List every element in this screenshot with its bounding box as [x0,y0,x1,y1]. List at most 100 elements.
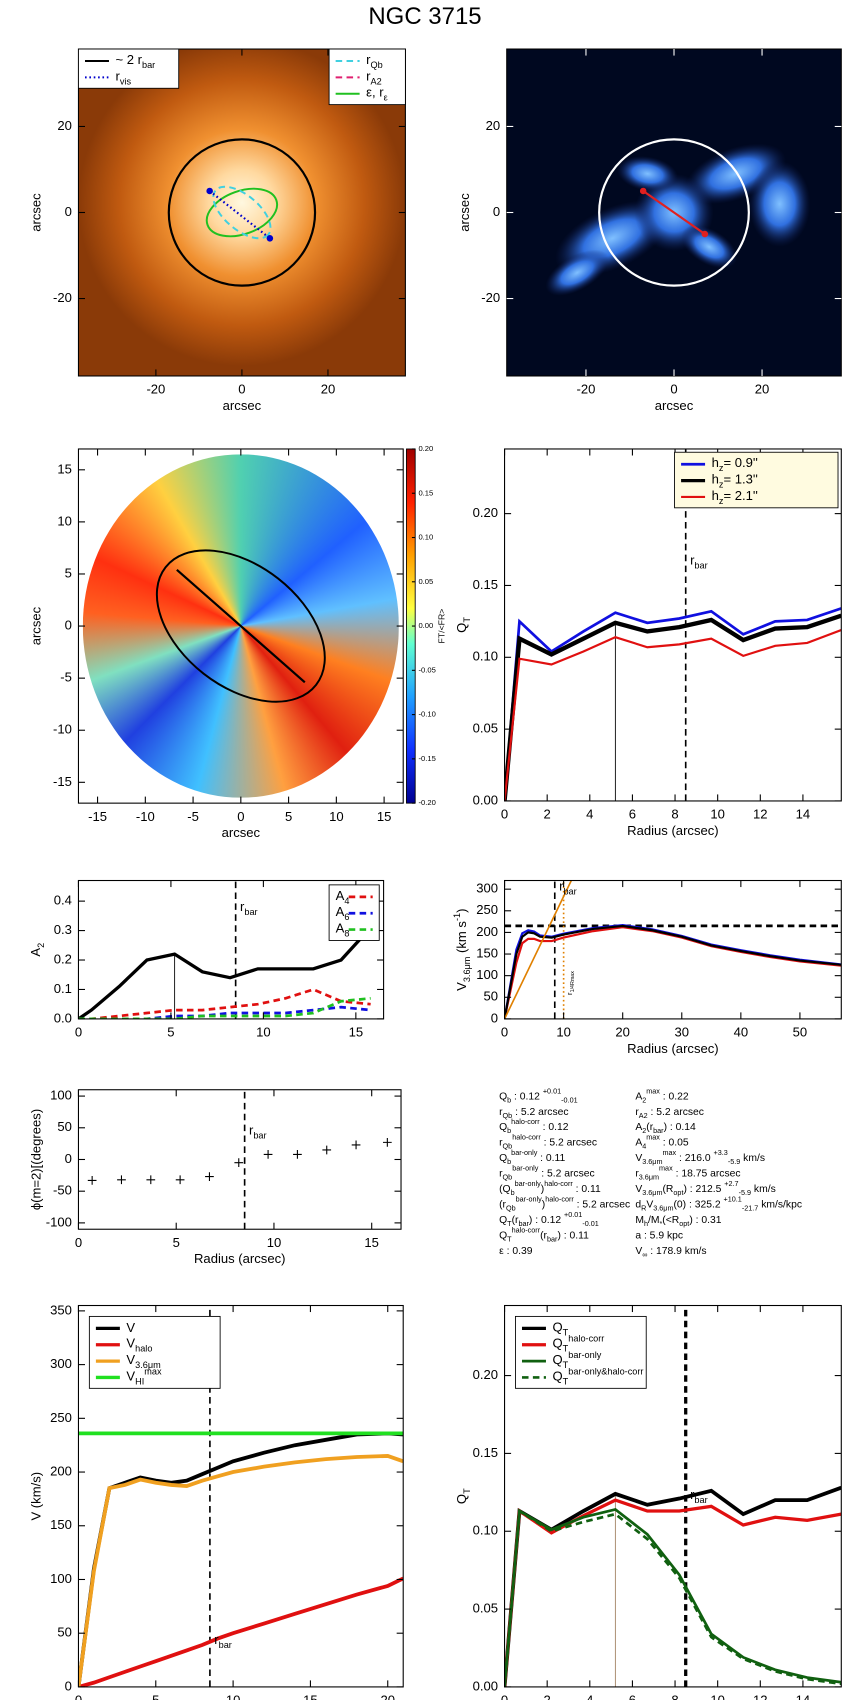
label-part: opt [679,1219,689,1228]
ellipse-overlay [212,185,272,240]
y-tick-label: 0 [65,1678,72,1693]
label-part: h [712,488,719,503]
reference-label: r1/4Rmax [565,971,576,995]
label-part: r [214,1633,219,1648]
y-tick-label: 150 [476,945,498,960]
legend-label: V [126,1320,135,1335]
label-part: = 2.1'' [723,488,757,503]
colorbar-tick-label: -0.20 [418,798,435,807]
parameter-line: (rQbbar-only)halo-corr : 5.2 arcsec [499,1195,630,1213]
reference-label: rbar [214,1633,232,1651]
parameter-line: rQbhalo-corr : 5.2 arcsec [499,1133,597,1151]
y-tick-label: -5 [60,670,72,685]
parameter-line: dRV3.6μm(0) : 325.2 +10.1-21.7 km/s/kpc [635,1195,802,1213]
x-tick-label: 6 [629,1693,636,1700]
y-tick-label: 0.0 [54,1010,72,1025]
label-part: Qb [371,60,383,70]
label-part: Q [499,1215,507,1226]
label-part: : 0.11 [573,1184,601,1195]
label-part: r [635,1106,639,1117]
plot-area [506,49,842,376]
x-tick-label: 20 [615,1025,630,1040]
y-tick-label: 200 [50,1463,72,1478]
label-part: : 5.2 arcsec [648,1106,704,1117]
y-axis-label: arcsec [457,193,472,232]
y-tick-label: -20 [481,290,500,305]
label-part: h [712,472,719,487]
circle-overlay [598,138,750,287]
label-part: a : 5.9 kpc [635,1230,683,1241]
label-part: 2 [642,1127,646,1136]
label-part: V [126,1353,135,1368]
label-part: ε, r [366,85,384,100]
label-part: halo-corr [511,1118,540,1127]
label-part: Q [553,1369,563,1384]
label-part: (r [499,1199,506,1210]
x-tick-label: 0 [237,809,244,824]
x-tick-label: 14 [796,807,811,822]
x-tick-label: 15 [303,1693,318,1700]
y-tick-label: 0.05 [473,721,498,736]
label-part: 2 [642,1096,646,1105]
x-tick-label: -15 [88,809,107,824]
label-part: A [29,948,44,957]
y-tick-label: 5 [65,565,72,580]
y-axis-label: arcsec [29,193,44,232]
label-part: T [463,1488,473,1494]
label-part: halo-corr [512,1226,541,1235]
x-tick-label: 0 [501,1693,508,1700]
label-part: bar [694,561,707,571]
x-tick-label: 15 [364,1235,379,1250]
x-axis-label: Radius (arcsec) [627,823,718,838]
label-part: 4 [344,896,349,906]
label-part: Qb [503,1111,513,1120]
label-part: Q [553,1336,563,1351]
x-tick-label: 50 [793,1025,808,1040]
parameter-line: V3.6μm(Ropt) : 212.5 +2.7-5.9 km/s [635,1180,775,1198]
legend-label: A6 [336,905,350,923]
label-part: ) [455,909,470,913]
legend-label: rvis [116,69,132,87]
legend-label: A4 [336,888,350,906]
label-part: Q [455,623,470,633]
label-part: Q [499,1153,507,1164]
label-part: r [499,1168,503,1179]
y-tick-label: -100 [46,1214,72,1229]
label-part: V [635,1153,642,1164]
reference-label: rbar [690,1488,708,1506]
parameter-line: Qb : 0.12 +0.01-0.01 [499,1087,578,1105]
plot-frame [77,1304,404,1688]
reference-label: rbar [690,553,708,571]
y-tick-label: 0.00 [473,792,498,807]
circle-overlay [167,138,317,287]
label-part: A [635,1137,642,1148]
label-part: 3.6μm [642,1189,662,1198]
label-part: -0.01 [561,1096,578,1105]
label-part: Qb [503,1173,513,1182]
label-part: halo-corr [512,1133,541,1142]
galaxy-arm [617,156,679,192]
x-tick-label: 10 [556,1025,571,1040]
legend-label: rQb [366,52,383,70]
plot-area [78,880,372,1019]
label-part: ε : 0.39 [499,1246,533,1257]
label-part: ε [384,93,388,103]
label-part: r [116,69,121,84]
y-tick-label: 50 [57,1625,72,1640]
label-part: ) : 0.14 [664,1122,696,1133]
label-part: bar-only [511,1149,538,1158]
legend-label: Vhalo [126,1336,152,1354]
label-part: 3.6μm [135,1361,161,1371]
label-part: 3.6μm [642,1158,662,1167]
label-part: T [563,1328,569,1338]
legend-label: hz= 0.9'' [712,456,758,474]
parameter-line: ε : 0.39 [499,1246,533,1257]
label-part: (r [512,1215,519,1226]
label-part: bar [518,1219,529,1228]
y-axis-label: QT [455,617,473,633]
label-part: r [249,1123,254,1138]
label-part: = 1.3'' [723,472,757,487]
segment-end [639,187,647,195]
label-part: : 0.12 [540,1122,569,1133]
y-tick-label: -50 [53,1183,72,1198]
